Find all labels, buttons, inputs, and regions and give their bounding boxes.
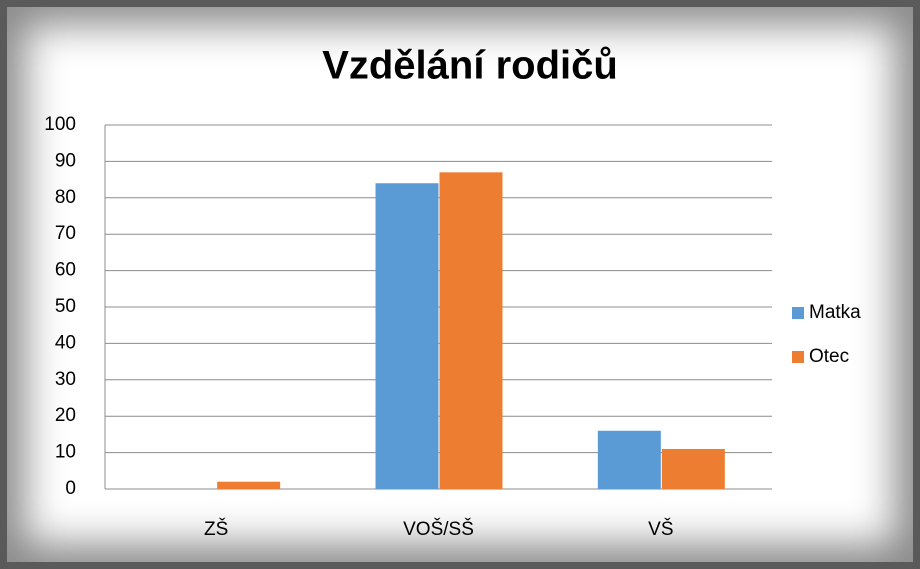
y-tick-label: 0 [65,478,76,499]
bar [439,172,503,489]
legend-swatch [792,351,804,363]
y-tick-label: 70 [55,223,76,244]
y-tick-label: 100 [44,114,76,135]
legend-label: Matka [809,302,861,323]
y-tick-label: 30 [55,369,76,390]
legend-swatch [792,307,804,319]
y-tick-label: 90 [55,150,76,171]
x-tick-label: VOŠ/SŠ [403,518,474,540]
y-tick-label: 50 [55,296,76,317]
y-tick-label: 80 [55,187,76,208]
y-tick-label: 20 [55,405,76,426]
bar [597,430,661,489]
bar [661,448,725,489]
bar [375,183,439,490]
chart-title: Vzdělání rodičů [322,44,618,88]
y-tick-label: 60 [55,260,76,281]
bar [217,481,281,489]
legend-label: Otec [809,346,849,367]
x-tick-label: ZŠ [204,518,228,540]
y-tick-label: 10 [55,442,76,463]
x-tick-label: VŠ [648,518,673,540]
y-tick-label: 40 [55,332,76,353]
